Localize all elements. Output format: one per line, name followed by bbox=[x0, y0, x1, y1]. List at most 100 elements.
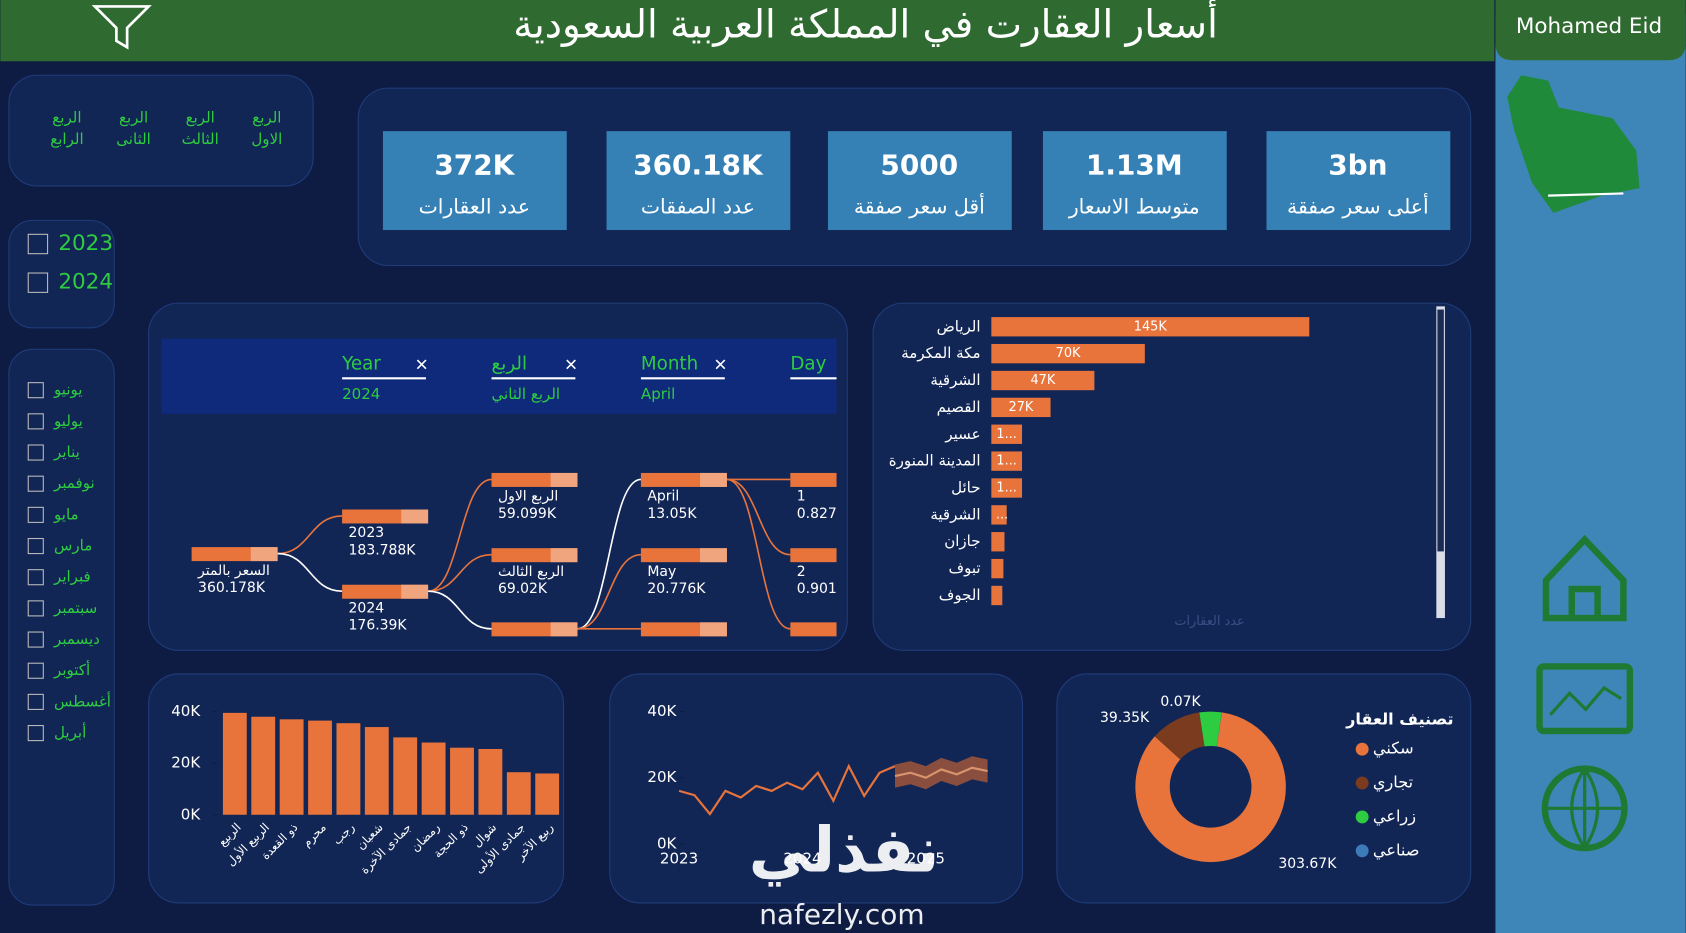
tree-node-value: 69.02K bbox=[498, 581, 548, 597]
tree-node-label: 2024 bbox=[349, 600, 385, 616]
level-name: Year bbox=[341, 353, 381, 374]
y-tick-label: المدينة المنورة bbox=[889, 452, 981, 470]
tree-node-label: April bbox=[647, 489, 679, 505]
panel bbox=[609, 673, 1024, 904]
quarter-option-line1[interactable]: الربع bbox=[252, 109, 281, 127]
y-tick-label: 20K bbox=[647, 768, 677, 786]
tree-link bbox=[726, 478, 791, 556]
checkbox[interactable] bbox=[27, 444, 44, 461]
tree-node-bar[interactable] bbox=[790, 472, 876, 487]
legend-label[interactable]: تجاري bbox=[1373, 773, 1413, 793]
data-label: 47K bbox=[1030, 373, 1055, 388]
kpi-card bbox=[1042, 131, 1227, 231]
tree-node-bar-rest bbox=[550, 472, 578, 487]
checkbox[interactable] bbox=[27, 475, 44, 492]
data-label: 1... bbox=[996, 427, 1016, 442]
level-selection: 2024 bbox=[342, 385, 380, 403]
scrollbar-thumb bbox=[1437, 309, 1444, 552]
checkbox[interactable] bbox=[27, 600, 44, 617]
y-tick-label: جازان bbox=[944, 532, 980, 550]
legend-label[interactable]: صناعي bbox=[1373, 840, 1420, 860]
page-title: أسعار العقارت في المملكة العربية السعودي… bbox=[513, 0, 1218, 47]
filter-icon[interactable] bbox=[91, 5, 152, 50]
home-icon[interactable] bbox=[1542, 534, 1627, 622]
tree-node-bar-rest bbox=[550, 622, 578, 637]
remove-level[interactable] bbox=[715, 359, 726, 370]
panel bbox=[8, 74, 314, 187]
legend-title: تصنيف العقار bbox=[1345, 710, 1453, 729]
tree-node-bar-rest bbox=[700, 472, 727, 487]
remove-level[interactable] bbox=[416, 359, 427, 370]
legend-label[interactable]: سكني bbox=[1373, 739, 1414, 759]
tree-link bbox=[277, 515, 343, 555]
tree-link bbox=[428, 553, 492, 592]
month-option: يونيو bbox=[53, 381, 82, 399]
legend-label[interactable]: زراعي bbox=[1373, 806, 1416, 826]
quarter-option-line2: الاول bbox=[251, 130, 282, 148]
decomposition-tree: Year 2024 الربع الربع الثاني Month April Day ال… bbox=[161, 338, 876, 637]
tree-node-bar[interactable] bbox=[790, 622, 876, 637]
checkbox[interactable] bbox=[27, 382, 44, 399]
kpi-card bbox=[382, 131, 567, 231]
remove-level[interactable] bbox=[566, 359, 576, 370]
year-option: 2023 bbox=[58, 231, 113, 256]
quarter-option-line1[interactable]: الربع bbox=[186, 109, 215, 127]
kpi-label: عدد الصفقات bbox=[641, 194, 755, 218]
y-tick-label: الجوف bbox=[939, 586, 981, 604]
y-tick-label: 40K bbox=[647, 702, 677, 720]
kpi-label: متوسط الاسعار bbox=[1068, 194, 1200, 218]
tree-node-label: الربع الثالث bbox=[498, 564, 564, 580]
data-label: 1... bbox=[996, 480, 1016, 495]
bar bbox=[991, 343, 1145, 364]
kpi-card bbox=[827, 131, 1012, 231]
quarter-option-line1[interactable]: الربع bbox=[119, 109, 148, 127]
bar bbox=[506, 772, 531, 815]
bar bbox=[991, 558, 1004, 579]
checkbox[interactable] bbox=[27, 272, 49, 293]
checkbox[interactable] bbox=[27, 413, 44, 430]
bar bbox=[478, 748, 503, 815]
tree-link bbox=[577, 478, 642, 630]
donut-slice bbox=[1199, 711, 1222, 747]
checkbox[interactable] bbox=[27, 537, 44, 555]
month-option: فبراير bbox=[53, 568, 91, 586]
checkbox[interactable] bbox=[27, 506, 44, 523]
month-option: أغسطس bbox=[54, 691, 111, 710]
month-option: ديسمبر bbox=[53, 630, 100, 648]
tree-node-bar[interactable] bbox=[790, 548, 876, 563]
checkbox[interactable] bbox=[27, 631, 44, 648]
chart-icon-line bbox=[1549, 685, 1623, 716]
checkbox[interactable] bbox=[27, 725, 44, 742]
x-tick-label: 2025 bbox=[907, 849, 945, 867]
tree-node-label: 2 bbox=[797, 564, 806, 580]
year-option: 2024 bbox=[58, 270, 113, 295]
y-tick-label: الشرقية bbox=[930, 371, 980, 389]
map-icon bbox=[1507, 75, 1640, 213]
tree-node-label: 1 bbox=[797, 489, 806, 505]
checkbox[interactable] bbox=[27, 662, 44, 679]
quarter-option-line2: الثالث bbox=[182, 130, 219, 148]
donut-slice bbox=[1135, 712, 1286, 863]
line bbox=[678, 763, 896, 816]
tree-node-label: الربع الاول bbox=[498, 489, 558, 505]
user-box bbox=[1495, 0, 1686, 61]
tree-node-value: 0.9011 bbox=[797, 581, 846, 597]
data-label: 0.07K bbox=[1160, 694, 1201, 710]
quarter-option-line2: الرابع bbox=[50, 130, 83, 148]
bar bbox=[991, 451, 1023, 471]
month-option: مايو bbox=[53, 505, 79, 523]
quarter-option-line1[interactable]: الربع bbox=[52, 109, 81, 127]
checkbox[interactable] bbox=[27, 569, 44, 586]
checkbox[interactable] bbox=[27, 693, 44, 710]
y-tick-label: عسير bbox=[944, 425, 980, 443]
kpi-label: أعلى سعر صفقة bbox=[1287, 193, 1429, 218]
kpi-value: 372K bbox=[434, 149, 515, 182]
tree-node-value: 13.05K bbox=[647, 506, 697, 522]
y-tick-label: 40K bbox=[171, 702, 201, 720]
bar bbox=[450, 747, 474, 815]
checkbox[interactable] bbox=[27, 233, 49, 255]
kpi-value: 360.18K bbox=[633, 149, 764, 182]
tree-node-value: 176.39K bbox=[349, 618, 408, 634]
level-name: الربع bbox=[492, 353, 528, 374]
chart-icon[interactable] bbox=[1536, 663, 1634, 735]
